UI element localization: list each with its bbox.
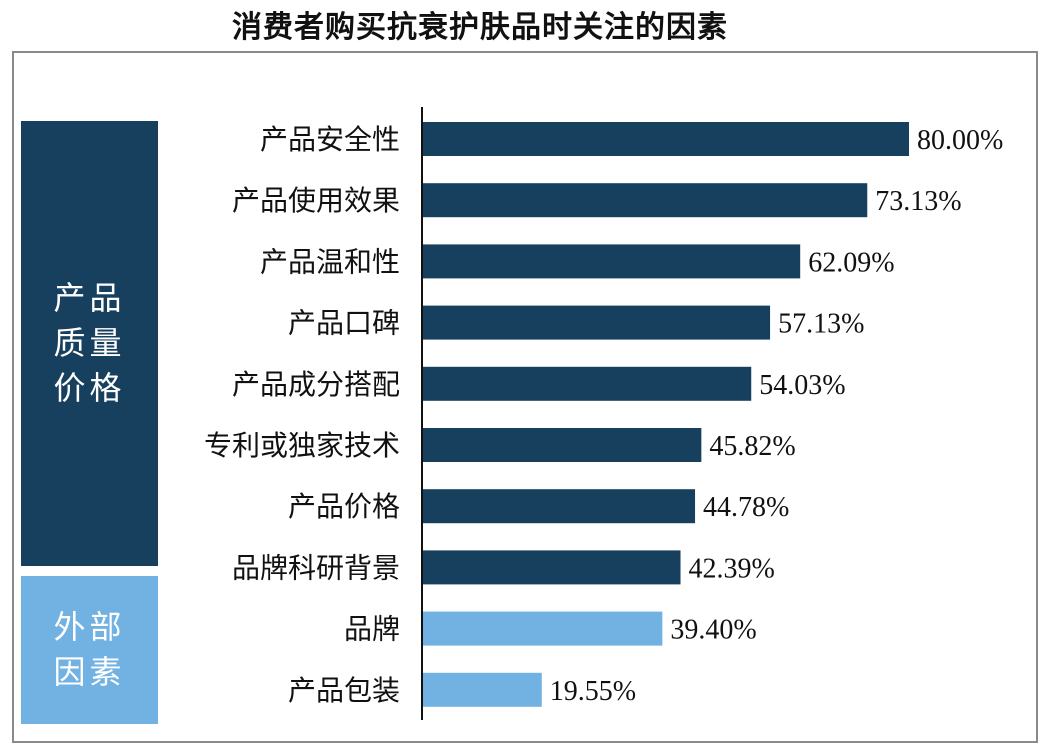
- bar: [423, 428, 702, 462]
- value-label: 45.82%: [709, 431, 795, 462]
- group-label-line: 产品: [53, 279, 126, 317]
- category-label: 产品包装: [288, 674, 400, 707]
- chart-title: 消费者购买抗衰护肤品时关注的因素: [232, 10, 728, 45]
- value-label: 80.00%: [917, 125, 1003, 156]
- category-label: 品牌科研背景: [232, 551, 400, 584]
- category-label: 品牌: [344, 613, 400, 646]
- value-label: 44.78%: [703, 492, 789, 523]
- value-label: 39.40%: [670, 615, 756, 646]
- group-label-quality-price: 产品 质量 价格: [21, 121, 158, 566]
- bar: [423, 672, 542, 707]
- value-label: 42.39%: [689, 553, 775, 584]
- bar: [423, 122, 909, 156]
- value-label: 62.09%: [808, 247, 894, 278]
- value-label: 54.03%: [759, 370, 845, 401]
- bar: [423, 244, 801, 279]
- category-label: 产品成分搭配: [232, 368, 400, 401]
- group-label-external: 外部 因素: [21, 576, 158, 724]
- bar: [423, 183, 868, 218]
- bar: [423, 611, 663, 646]
- category-label: 专利或独家技术: [204, 429, 400, 462]
- bar: [423, 489, 696, 524]
- category-label: 产品使用效果: [232, 184, 400, 217]
- category-label: 产品温和性: [260, 245, 400, 278]
- bar: [423, 366, 752, 401]
- bar: [423, 305, 771, 340]
- bar: [423, 550, 681, 585]
- group-label-line: 外部: [53, 608, 126, 646]
- group-label-line: 质量: [53, 324, 126, 362]
- category-label: 产品口碑: [288, 307, 400, 340]
- group-label-line: 因素: [53, 653, 126, 691]
- value-label: 73.13%: [875, 186, 961, 217]
- value-label: 57.13%: [778, 309, 864, 340]
- value-label: 19.55%: [550, 676, 636, 707]
- group-label-line: 价格: [53, 369, 126, 407]
- category-label: 产品安全性: [260, 123, 400, 156]
- chart-frame: [12, 51, 1038, 743]
- category-label: 产品价格: [288, 490, 400, 523]
